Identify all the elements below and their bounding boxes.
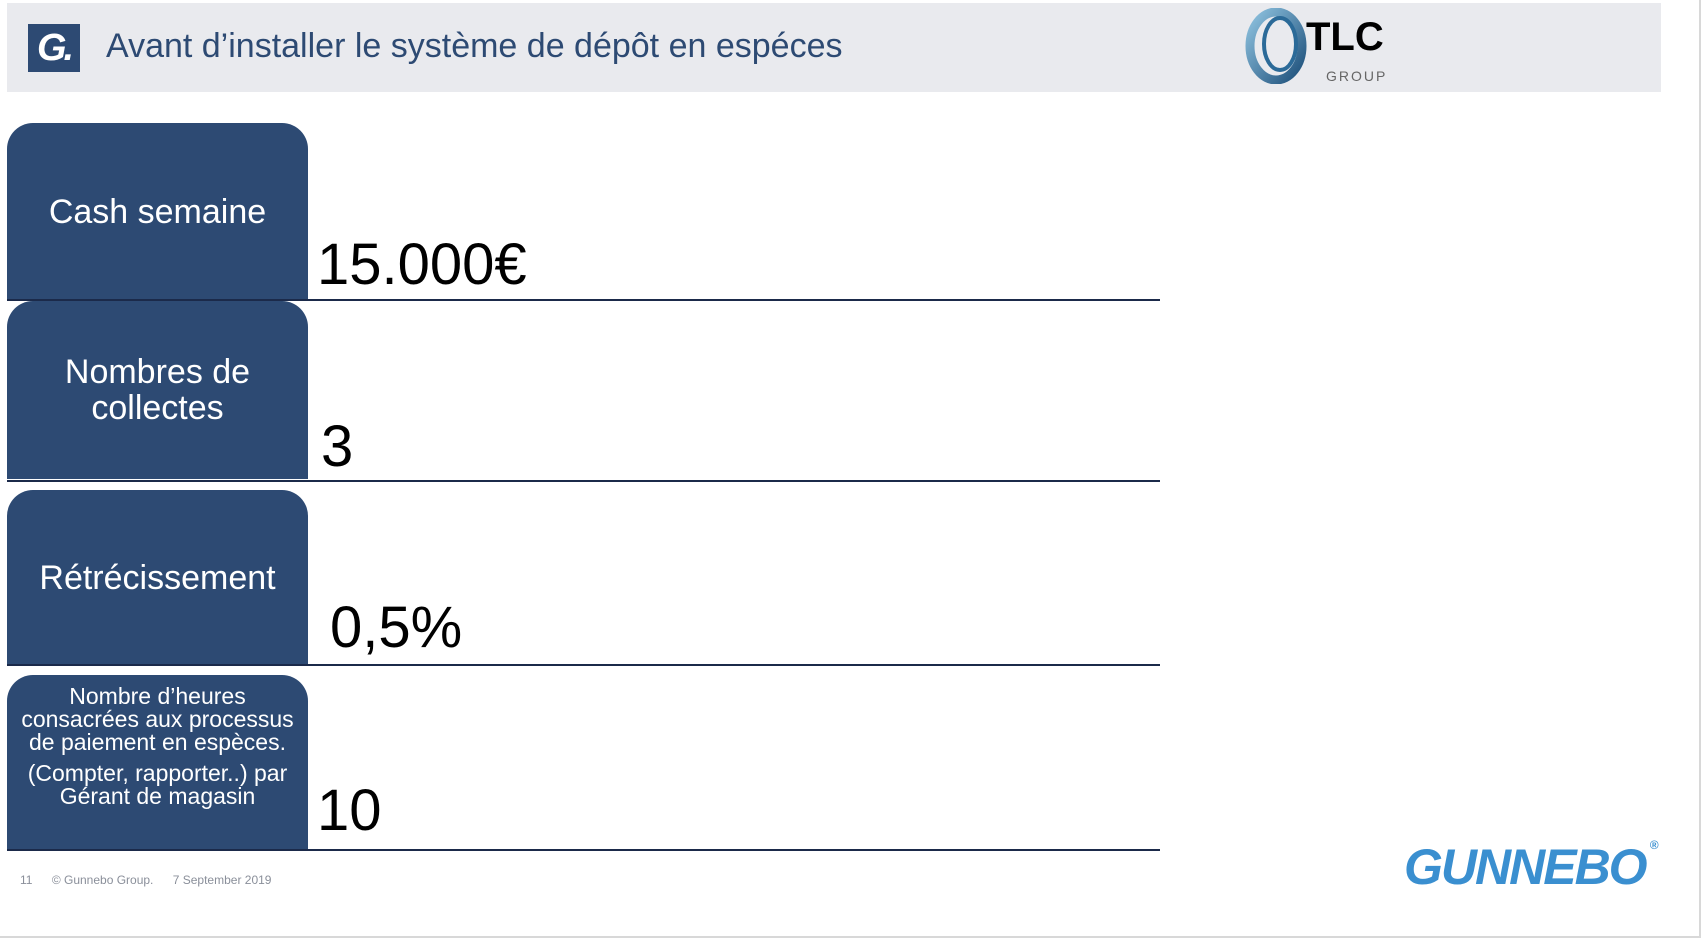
- page-edge: [1699, 0, 1701, 938]
- tlc-group-text: GROUP: [1326, 68, 1387, 84]
- divider: [7, 664, 1160, 666]
- gunnebo-g-logo: G.: [28, 24, 80, 72]
- registered-mark: ®: [1649, 838, 1659, 852]
- value-nombres-collectes: 3: [321, 414, 354, 479]
- copyright: © Gunnebo Group.: [51, 873, 154, 887]
- value-cash-semaine: 15.000€: [317, 232, 527, 297]
- value-heures: 10: [317, 778, 382, 843]
- row-label-heures: Nombre d’heures consacrées aux processus…: [7, 675, 308, 850]
- divider: [7, 849, 1160, 851]
- page-number: 11: [20, 873, 33, 887]
- row-label-nombres-collectes: Nombres de collectes: [7, 301, 308, 479]
- footer: 11 © Gunnebo Group. 7 September 2019: [20, 873, 287, 887]
- slide-header: [7, 3, 1661, 92]
- date: 7 September 2019: [172, 873, 272, 887]
- row-label-retrecissement: Rétrécissement: [7, 490, 308, 665]
- label-text: Nombre d’heures consacrées aux processus…: [21, 683, 294, 755]
- label-text: Nombres de collectes: [64, 353, 251, 427]
- divider: [7, 480, 1160, 482]
- value-retrecissement: 0,5%: [330, 595, 463, 660]
- gunnebo-logo-text: GUNNEBO: [1404, 839, 1648, 895]
- gunnebo-logo: GUNNEBO ®: [1404, 838, 1659, 896]
- page-edge: [0, 936, 1701, 938]
- label-text: Cash semaine: [48, 192, 267, 231]
- label-text: Rétrécissement: [39, 558, 276, 597]
- sublabel-text: (Compter, rapporter..) par Gérant de mag…: [27, 760, 288, 809]
- tlc-group-logo: TLC GROUP: [1245, 8, 1387, 84]
- tlc-text: TLC: [1306, 15, 1384, 59]
- divider: [7, 299, 1160, 301]
- row-label-cash-semaine: Cash semaine: [7, 123, 308, 300]
- slide-title: Avant d’installer le système de dépôt en…: [106, 27, 843, 65]
